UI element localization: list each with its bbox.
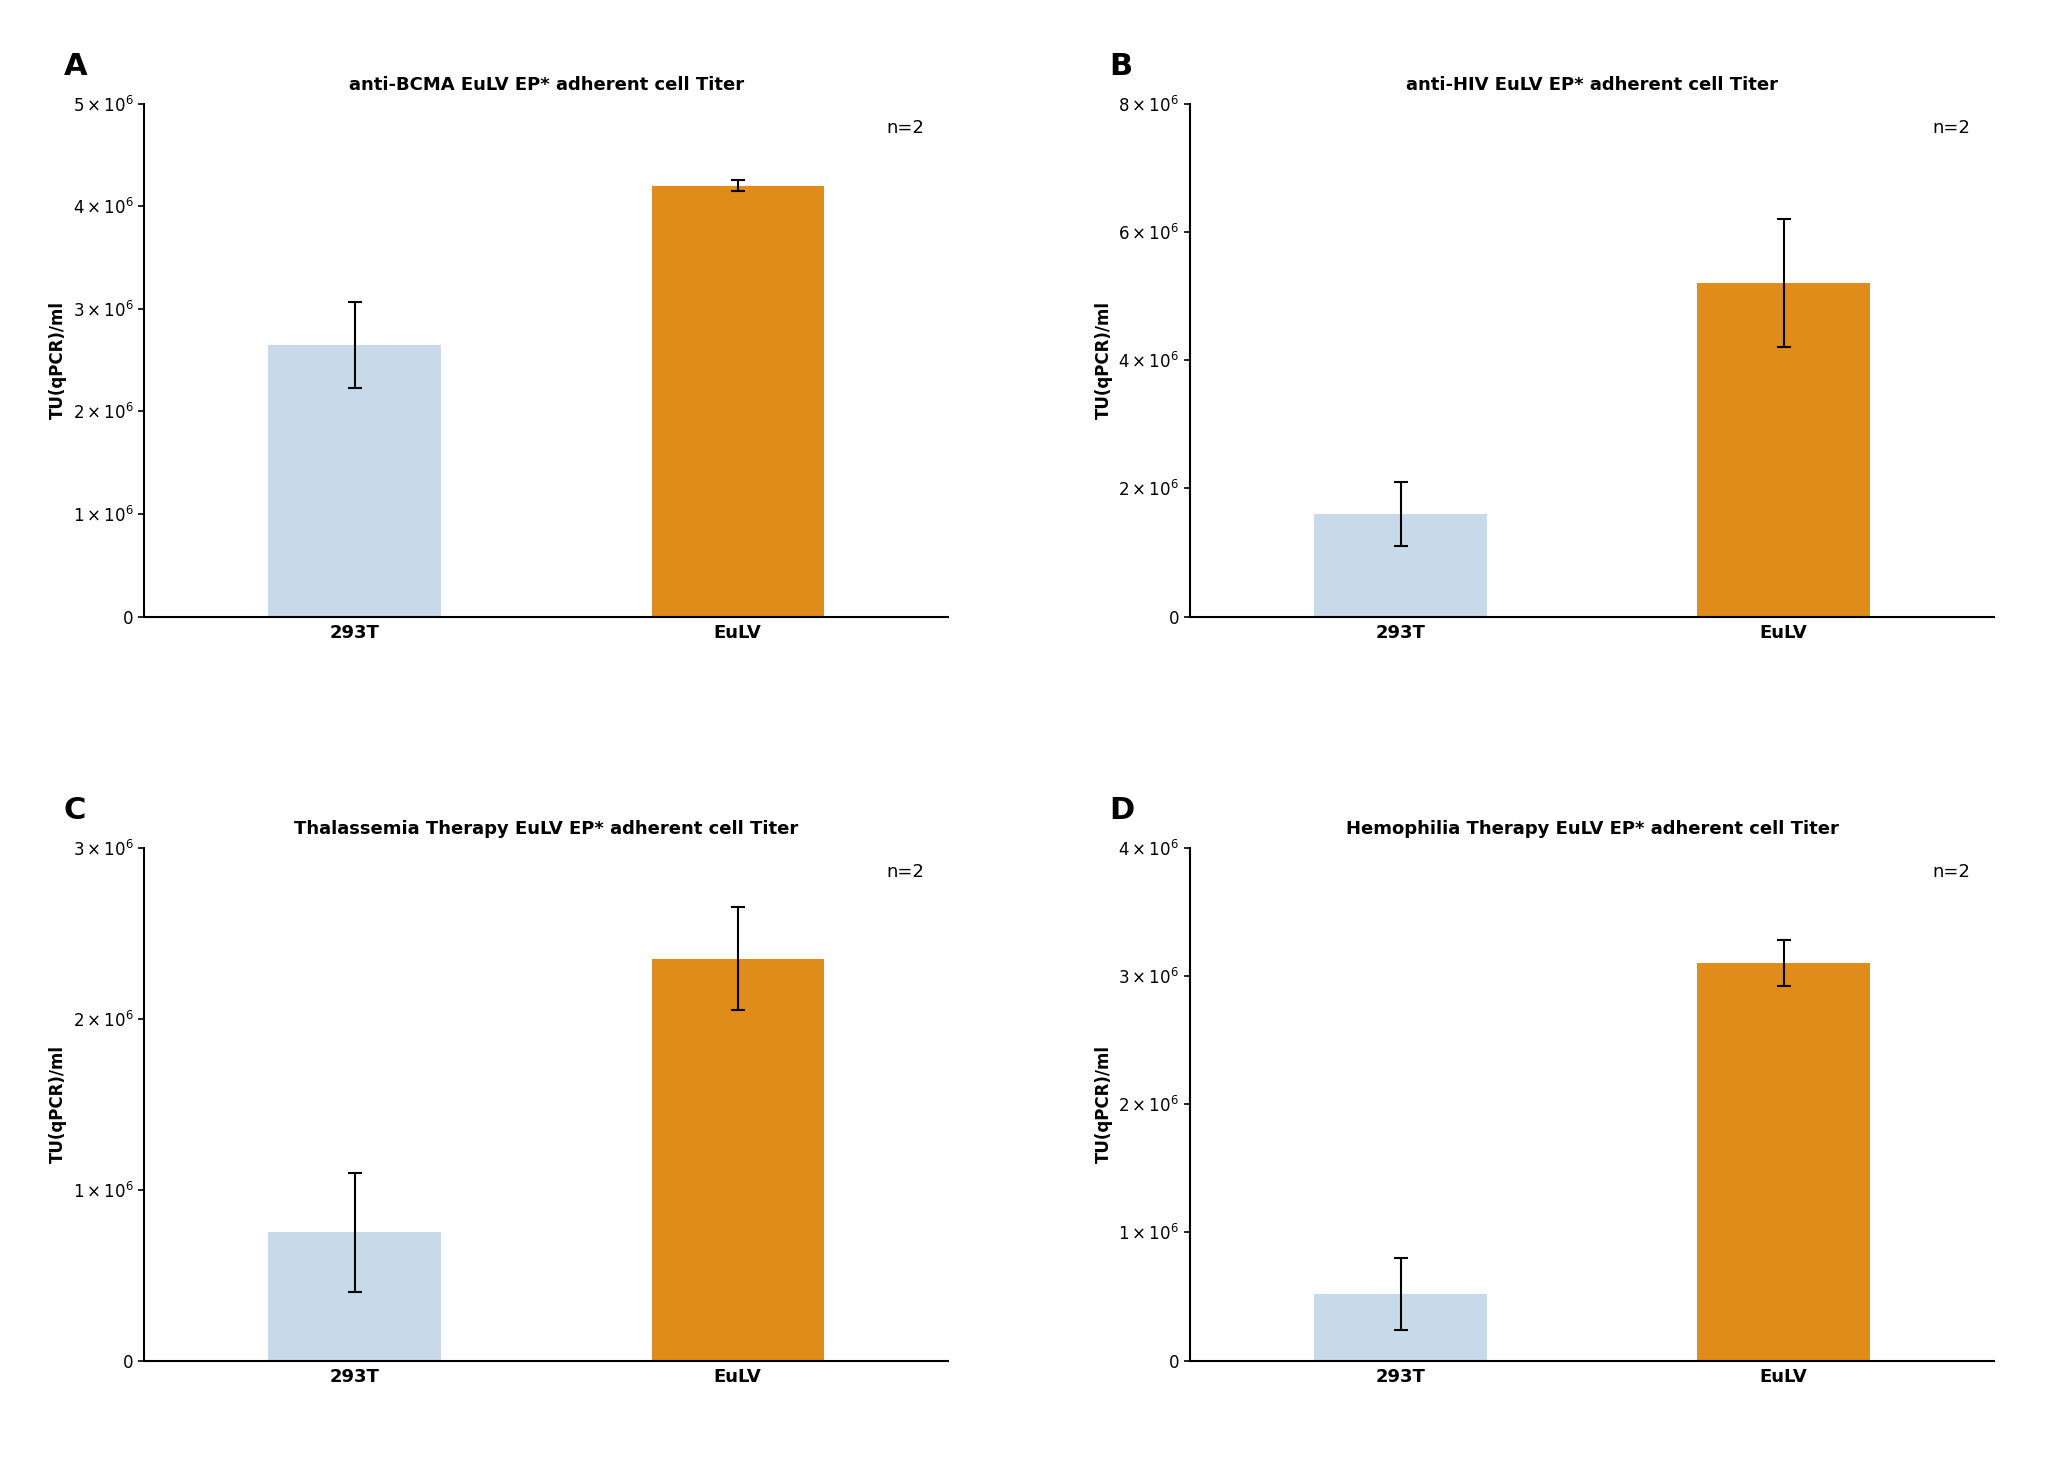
Bar xyxy=(652,958,824,1361)
Bar xyxy=(269,1232,440,1361)
Bar xyxy=(1698,282,1869,617)
Bar xyxy=(1314,515,1486,617)
Title: Thalassemia Therapy EuLV EP* adherent cell Titer: Thalassemia Therapy EuLV EP* adherent ce… xyxy=(294,819,798,837)
Bar xyxy=(1314,1294,1486,1361)
Bar xyxy=(1698,963,1869,1361)
Text: A: A xyxy=(64,52,86,81)
Text: B: B xyxy=(1110,52,1133,81)
Title: anti-BCMA EuLV EP* adherent cell Titer: anti-BCMA EuLV EP* adherent cell Titer xyxy=(350,75,744,93)
Title: anti-HIV EuLV EP* adherent cell Titer: anti-HIV EuLV EP* adherent cell Titer xyxy=(1406,75,1778,93)
Title: Hemophilia Therapy EuLV EP* adherent cell Titer: Hemophilia Therapy EuLV EP* adherent cel… xyxy=(1345,819,1838,837)
Y-axis label: TU(qPCR)/ml: TU(qPCR)/ml xyxy=(1096,302,1112,419)
Bar xyxy=(269,345,440,617)
Y-axis label: TU(qPCR)/ml: TU(qPCR)/ml xyxy=(49,1046,68,1162)
Text: n=2: n=2 xyxy=(1933,118,1970,138)
Y-axis label: TU(qPCR)/ml: TU(qPCR)/ml xyxy=(49,302,68,419)
Bar xyxy=(652,186,824,617)
Text: n=2: n=2 xyxy=(886,118,925,138)
Text: n=2: n=2 xyxy=(1933,862,1970,881)
Y-axis label: TU(qPCR)/ml: TU(qPCR)/ml xyxy=(1096,1046,1112,1162)
Text: C: C xyxy=(64,796,86,825)
Text: n=2: n=2 xyxy=(886,862,925,881)
Text: D: D xyxy=(1110,796,1135,825)
